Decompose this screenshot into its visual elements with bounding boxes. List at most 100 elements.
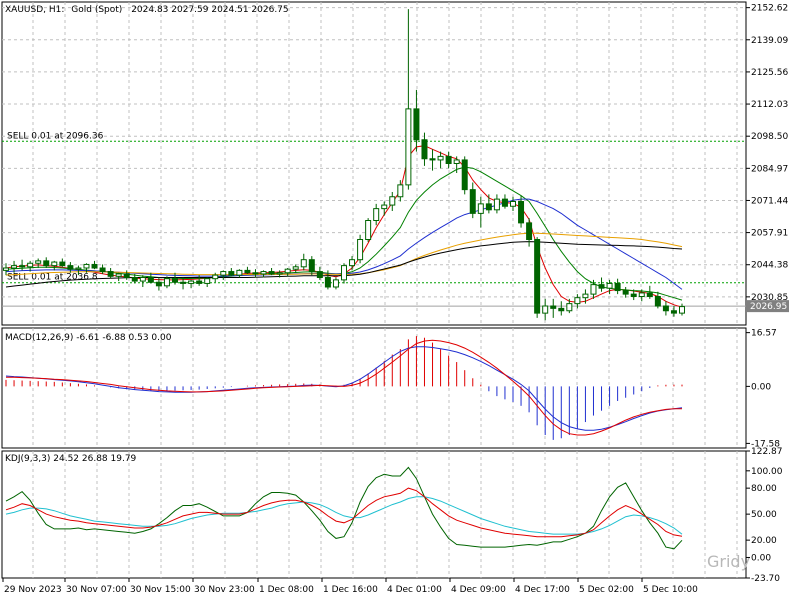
macd-line <box>5 346 683 431</box>
candle <box>228 268 235 277</box>
kdj-j-line <box>5 466 683 550</box>
kdj-label: KDJ(9,3,3) 24.52 26.88 19.79 <box>5 454 137 464</box>
macd-panel-border <box>1 327 747 449</box>
candle-body-bear <box>558 307 565 312</box>
candle <box>292 264 299 273</box>
candle-body-bull <box>35 260 42 264</box>
candle-body-bull <box>260 271 267 275</box>
candle <box>188 279 195 289</box>
candle <box>35 258 42 268</box>
candle-body-bear <box>598 284 605 289</box>
candle-body-bull <box>75 267 82 270</box>
candle-body-bear <box>630 293 637 297</box>
candle <box>389 192 396 211</box>
candle-body-bear <box>518 201 525 224</box>
candle <box>11 260 18 273</box>
candle-body-bull <box>292 266 299 270</box>
candle-body-bull <box>83 263 90 269</box>
candle-body-bear <box>196 280 203 284</box>
candles <box>3 9 685 321</box>
candle-body-bear <box>228 271 235 276</box>
candle-body-bear <box>244 269 251 274</box>
candle-body-bear <box>91 263 98 269</box>
candle <box>252 269 259 278</box>
candle <box>212 272 219 283</box>
price-tick-label: 2057.91 <box>751 229 788 239</box>
candle <box>445 151 452 169</box>
candle-body-bull <box>365 220 372 240</box>
candle <box>123 270 130 280</box>
candle-body-bear <box>19 265 26 268</box>
candle-body-bear <box>654 296 661 307</box>
candle <box>324 270 331 290</box>
kdj-tick-label: 80.00 <box>751 484 777 494</box>
candle-body-bull <box>212 274 219 280</box>
price-tick-label: 2030.85 <box>751 293 788 303</box>
price-tick-label: 2044.38 <box>751 261 788 271</box>
candle <box>196 275 203 286</box>
candle <box>268 268 275 276</box>
candle-body-bull <box>220 271 227 276</box>
candle <box>59 258 66 267</box>
price-tick-label: 2152.62 <box>751 4 788 14</box>
time-tick-label: 4 Dec 01:00 <box>387 585 442 595</box>
time-tick-label: 30 Nov 15:00 <box>130 585 191 595</box>
kdj-panel <box>5 466 683 550</box>
candle-body-bull <box>493 198 500 211</box>
candle <box>518 195 525 228</box>
candle-body-bull <box>510 201 516 207</box>
symbol-label: XAUUSD, H1: <box>5 5 64 15</box>
macd-tick-label: 16.57 <box>751 329 777 339</box>
time-tick-label: 5 Dec 10:00 <box>643 585 698 595</box>
kdj-tick-label: -23.70 <box>751 574 780 584</box>
candle-body-bull <box>3 267 9 271</box>
candle <box>349 256 356 271</box>
candle <box>461 156 468 195</box>
candle <box>308 256 315 276</box>
candle-body-bear <box>501 198 508 207</box>
candle-body-bear <box>107 271 114 277</box>
candle <box>43 257 50 268</box>
candle-body-bear <box>550 305 557 309</box>
candle <box>99 264 106 274</box>
candle-body-bull <box>437 155 444 161</box>
time-tick-label: 29 Nov 2023 <box>4 585 62 595</box>
candle <box>51 260 58 271</box>
candle <box>510 196 516 211</box>
candle <box>413 89 420 152</box>
time-tick-label: 5 Dec 02:00 <box>579 585 634 595</box>
candle-body-bear <box>308 259 315 273</box>
candle <box>493 194 500 214</box>
macd-signal-line <box>6 339 683 436</box>
candle <box>429 149 436 171</box>
candle <box>662 301 669 316</box>
candle-body-bear <box>662 305 669 312</box>
time-tick-label: 4 Dec 17:00 <box>515 585 570 595</box>
candle <box>679 303 685 316</box>
candle <box>558 301 565 316</box>
kdj-d-line <box>5 496 683 535</box>
candle <box>284 268 291 277</box>
candle-body-bear <box>123 273 130 278</box>
candle-body-bull <box>332 279 339 288</box>
candle-body-bear <box>172 278 178 283</box>
candle-body-bear <box>147 277 154 283</box>
candle-body-bull <box>397 184 404 198</box>
candle <box>437 151 444 169</box>
price-tick-label: 2139.09 <box>751 36 788 46</box>
candle-body-bull <box>349 259 356 267</box>
candle <box>534 237 541 318</box>
candle-body-bear <box>413 108 420 141</box>
candle <box>107 268 114 279</box>
time-tick-label: 30 Nov 23:00 <box>194 585 255 595</box>
candle <box>630 289 637 301</box>
candle <box>365 218 372 242</box>
candle <box>638 289 645 302</box>
candle-body-bear <box>445 155 452 164</box>
candle <box>598 277 605 292</box>
candle <box>139 275 146 287</box>
candle <box>574 294 581 309</box>
candle-body-bull <box>638 292 645 297</box>
